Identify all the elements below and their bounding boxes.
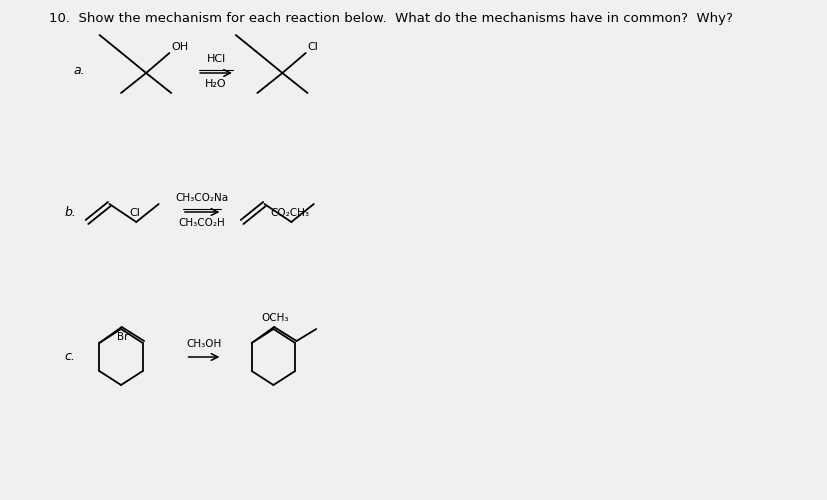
Text: CH₃CO₂H: CH₃CO₂H <box>179 218 225 228</box>
Text: Cl: Cl <box>308 42 318 52</box>
Text: 10.  Show the mechanism for each reaction below.  What do the mechanisms have in: 10. Show the mechanism for each reaction… <box>50 12 734 25</box>
Text: b.: b. <box>65 206 76 218</box>
Text: Br: Br <box>117 332 128 342</box>
Text: HCl: HCl <box>207 54 226 64</box>
Text: Cl: Cl <box>129 208 140 218</box>
Text: CO₂CH₃: CO₂CH₃ <box>270 208 309 218</box>
Text: CH₃OH: CH₃OH <box>187 339 222 349</box>
Text: CH₃CO₂Na: CH₃CO₂Na <box>175 193 228 203</box>
Text: OH: OH <box>171 42 189 52</box>
Text: H₂O: H₂O <box>205 79 227 89</box>
Text: c.: c. <box>65 350 75 364</box>
Text: a.: a. <box>74 64 85 76</box>
Text: OCH₃: OCH₃ <box>261 313 289 323</box>
